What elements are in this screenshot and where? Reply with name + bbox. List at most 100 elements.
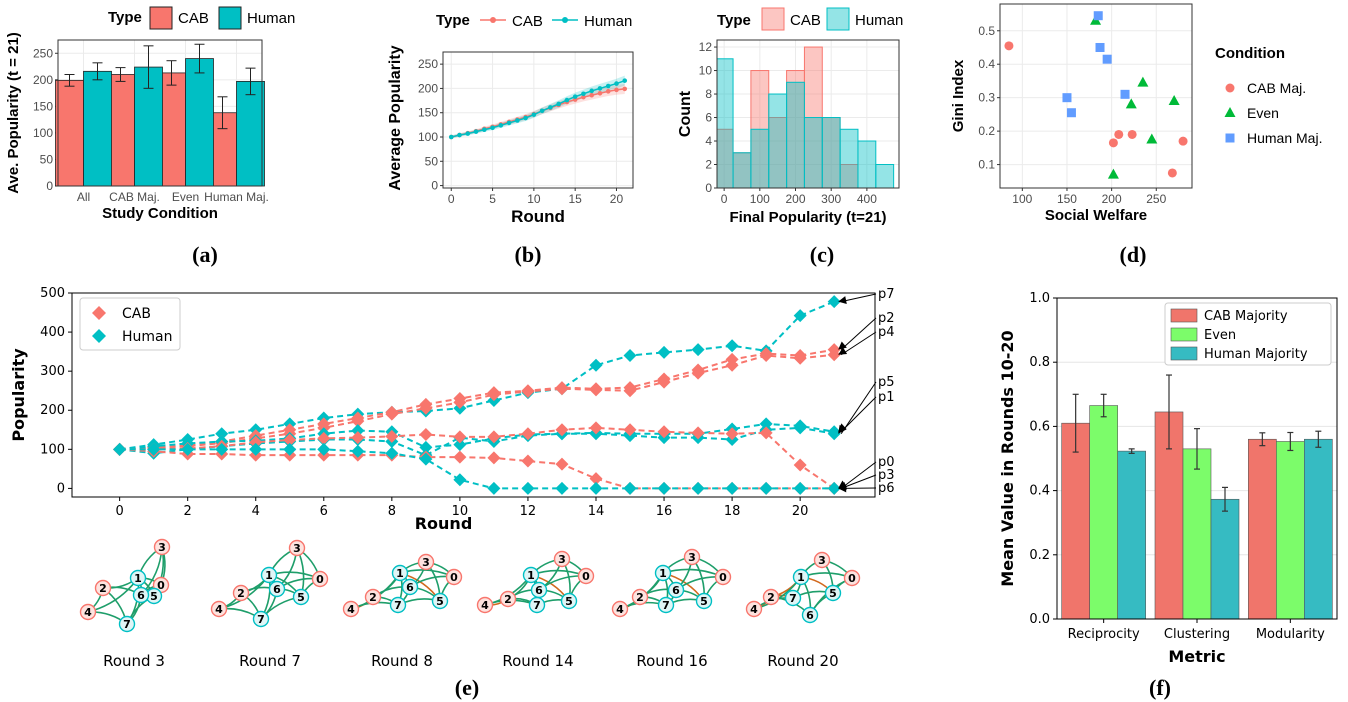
panel-label-e: (e) [455,675,479,700]
tick-label-y: 250 [418,57,438,71]
network-node [611,600,629,618]
tick-label-y: 0.0 [1029,612,1050,627]
network-node [252,610,270,628]
network-node-label: 1 [134,572,142,585]
data-point [1108,138,1118,148]
tick-label-x: 200 [785,192,805,206]
tick-label-y: 200 [40,403,65,418]
series-line [119,448,835,490]
network-node [431,592,449,610]
data-point [691,343,705,357]
chart-f: 0.0 0.2 0.4 0.6 0.8 1.0 Reciprocity Clustering M… [998,291,1338,666]
data-point [1102,54,1112,64]
tick-label-x: Modularity [1256,627,1325,642]
network-node-label: 0 [719,571,727,584]
bar [1210,498,1240,620]
legend-title: Type [717,12,751,29]
data-point [623,423,637,437]
data-point [351,444,365,458]
y-axis-label: Count [677,90,694,137]
legend-label: CAB [512,13,543,30]
network-node [311,570,329,588]
data-point [759,349,773,363]
data-point [181,442,195,456]
end-label: p5 [878,375,895,390]
network-node [528,596,546,614]
data-point [1095,42,1105,52]
legend-swatch [1170,346,1198,361]
data-point [1062,93,1072,103]
data-point [725,358,739,372]
data-point [523,115,528,121]
network-node [792,568,810,586]
data-point [453,450,467,464]
legend-title: Type [436,12,470,29]
data-point [521,481,535,495]
data-point [793,481,807,495]
tick-label-y: 0.6 [1029,419,1050,434]
tick-label-y: 400 [40,325,65,340]
data-point [759,481,773,495]
tick-label-x: 10 [527,192,541,206]
network-node [577,567,595,585]
network-node-label: 0 [157,579,165,592]
data-point [827,481,841,495]
network-node [476,596,494,614]
chart-c: 0 2 4 6 8 10 12 0 100 200 300 400 Final Popularity (… [677,7,903,226]
bar [185,58,214,187]
network-node [445,568,463,586]
tick-label-x: 200 [1102,192,1122,206]
legend-marker [92,329,106,343]
bar [1304,438,1333,620]
network-node-label: 7 [789,592,797,605]
x-axis-label: Final Popularity (t=21) [729,209,886,226]
tick-label-y: 200 [33,73,53,87]
tick-label-x: Reciprocity [1068,627,1140,642]
legend-swatch [218,6,242,30]
data-point [555,382,569,396]
data-point [572,94,578,99]
network-caption: Round 14 [502,652,573,670]
network-node-label: 5 [829,587,837,600]
data-point [385,446,399,460]
tick-label-x: 6 [320,504,328,519]
plot-border [1056,297,1338,620]
annotation-arrow [841,293,877,303]
legend-swatch [1170,327,1198,342]
tick-label-y: 8 [705,87,712,101]
data-point [622,86,628,92]
panel-label-b: (b) [515,242,542,267]
data-point [1093,11,1103,21]
data-point [351,431,365,445]
tick-label-y: 50 [425,154,439,168]
data-point [555,481,569,495]
tick-label-y: 50 [40,152,54,166]
network-node-label: 4 [84,606,92,619]
series-line [119,348,835,451]
data-point [657,481,671,495]
chart-a: 0 50 100 150 200 250 All CAB Maj. Even Human Maj.… [5,6,295,222]
tick-label-x: 0 [115,504,123,519]
tick-label-x: 14 [588,504,605,519]
network-node [522,566,540,584]
data-point [1167,168,1177,178]
tick-label-x: 5 [489,192,496,206]
network-node [118,615,136,633]
x-axis-label: Social Welfare [1045,207,1147,224]
data-point [614,87,619,93]
network-node-label: 2 [237,587,245,600]
tick-label-x: 250 [1146,192,1166,206]
tick-label-x: 0 [721,192,728,206]
data-point [1066,108,1076,118]
data-point [605,83,611,89]
network-node-label: 6 [273,583,281,596]
y-axis-label: Average Popularity [387,45,404,190]
data-point [147,442,161,456]
network-node-label: 6 [406,581,414,594]
tick-label-x: 18 [724,504,741,519]
network-node [401,578,419,596]
data-point [487,388,501,402]
tick-label-y: 0.3 [978,91,995,105]
network-node [631,588,649,606]
legend-label: CAB [790,12,821,29]
